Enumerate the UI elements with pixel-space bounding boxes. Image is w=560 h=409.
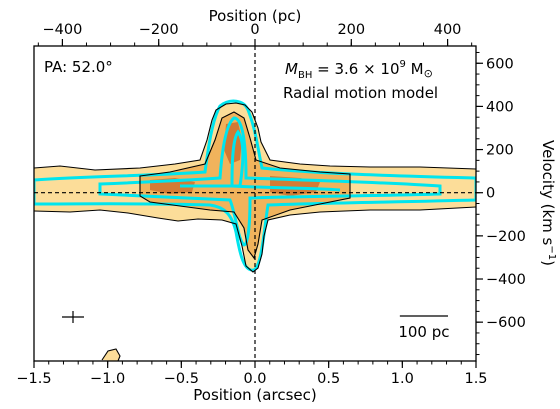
bottom-tick-label: −0.5 [164,371,199,387]
top-axis-ticks: −400 −200 0 200 400 [37,22,473,46]
error-cross [62,311,84,323]
top-axis-title: Position (pc) [209,7,302,25]
right-tick-label: −400 [486,272,526,288]
model-contours [34,99,476,272]
right-axis-ticks: −600 −400 −200 0 200 400 600 [476,51,526,356]
right-tick-label: 400 [486,99,514,115]
model-contour-outer [34,99,476,272]
right-tick-label: 600 [486,56,514,72]
model-contour-core [180,129,341,192]
right-tick-label: −200 [486,229,526,245]
right-tick-label: 0 [486,186,495,202]
bottom-tick-label: −1.0 [90,371,125,387]
data-contours [34,102,476,361]
bottom-axis-title: Position (arcsec) [193,386,316,404]
bottom-tick-label: −1.5 [16,371,51,387]
position-angle-label: PA: 52.0° [44,58,113,76]
top-tick-label: 400 [434,22,462,38]
right-tick-label: 200 [486,143,514,159]
data-contour-blob [101,348,121,361]
black-hole-mass-label: MBH = 3.6 × 109 M⊙ [285,59,433,81]
right-tick-label: −600 [486,315,526,331]
top-tick-label: 0 [250,22,259,38]
model-name-label: Radial motion model [283,84,438,102]
bottom-tick-label: 1.0 [391,371,414,387]
scale-bar-label: 100 pc [398,323,449,341]
top-tick-label: −400 [42,22,82,38]
right-axis-title: Velocity (km s−1) [539,140,557,266]
data-contour-mid [139,111,351,260]
top-tick-label: 200 [337,22,365,38]
emission-light-blob [102,349,120,361]
bottom-tick-label: 0.5 [317,371,340,387]
bottom-tick-label: 1.5 [464,371,487,387]
model-contour-inner [98,116,442,247]
emission-mid [140,112,350,258]
bottom-axis-ticks: −1.5 −1.0 −0.5 0.0 0.5 1.0 1.5 [16,361,488,387]
top-tick-label: −200 [139,22,179,38]
bottom-tick-label: 0.0 [243,371,266,387]
data-contour-outer [34,102,476,273]
